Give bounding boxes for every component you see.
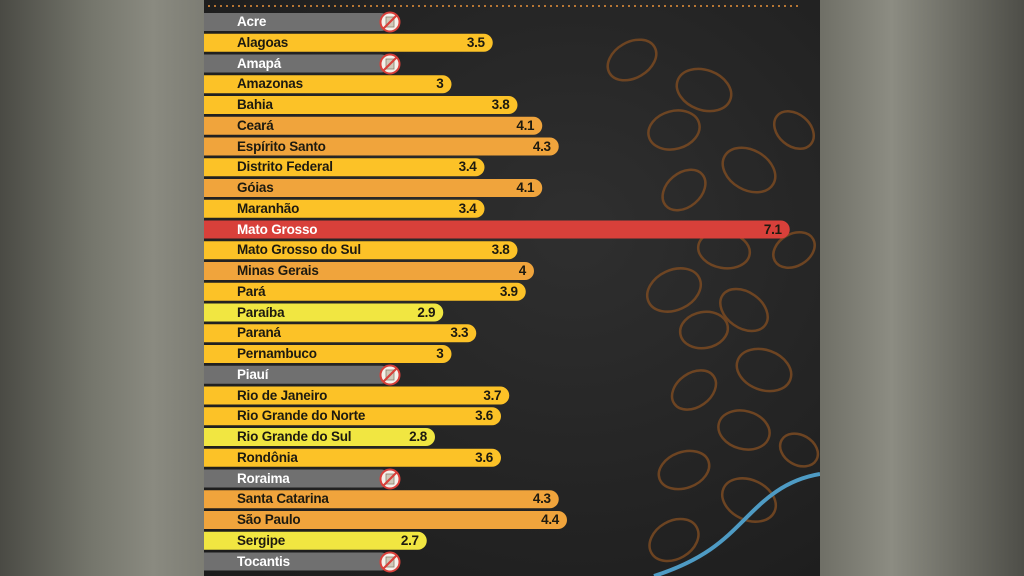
value-label-rondonia: 3.6 (475, 449, 493, 465)
bar-pernambuco (204, 345, 452, 363)
category-label-paraiba: Paraíba (237, 304, 285, 320)
bar-ceara (204, 116, 543, 135)
category-label-parana: Paraná (237, 325, 281, 341)
bar-rio-grande-do-norte (204, 407, 501, 426)
value-label-rio-grande-do-sul: 2.8 (409, 429, 427, 444)
category-label-minas-gerais: Minas Gerais (237, 263, 319, 278)
bar-mato-grosso-do-sul (204, 241, 518, 260)
category-label-amapa: Amapá (237, 55, 282, 71)
category-label-roraima: Roraima (237, 470, 290, 486)
category-label-rio-de-janeiro: Rio de Janeiro (237, 387, 328, 403)
category-label-mato-grosso-do-sul: Mato Grosso do Sul (237, 242, 361, 258)
bar-espirito-santo (204, 137, 559, 156)
bar-roraima (204, 469, 390, 488)
category-label-bahia: Bahia (237, 97, 273, 112)
no-data-icon (379, 551, 401, 572)
blue-curve-decoration (653, 472, 820, 576)
category-label-pernambuco: Pernambuco (237, 346, 317, 361)
no-data-icon (379, 53, 401, 74)
bar-distrito-federal (204, 158, 485, 177)
value-label-sao-paulo: 4.4 (541, 512, 559, 527)
category-label-tocantis: Tocantis (237, 553, 290, 569)
bar-sergipe (204, 531, 427, 550)
value-label-maranhao: 3.4 (458, 200, 477, 216)
bar-goias (204, 179, 543, 197)
value-label-distrito-federal: 3.4 (458, 159, 477, 175)
no-data-icon (379, 468, 401, 489)
category-label-amazonas: Amazonas (237, 76, 303, 92)
value-label-mato-grosso-do-sul: 3.8 (491, 242, 510, 258)
value-label-paraiba: 2.9 (417, 304, 436, 320)
value-label-rio-grande-do-norte: 3.6 (475, 408, 493, 424)
bar-amazonas (204, 75, 452, 94)
category-label-rio-grande-do-sul: Rio Grande do Sul (237, 429, 352, 444)
bar-piaui (204, 365, 390, 384)
chart-board: Acre Alagoas 3.5 Amapá Amazonas 3 Bahia 3.8 Cear… (204, 0, 820, 576)
no-data-icon (379, 11, 401, 33)
value-label-mato-grosso: 7.1 (763, 221, 782, 237)
category-label-rio-grande-do-norte: Rio Grande do Norte (237, 408, 366, 424)
bar-amapa (204, 54, 390, 73)
category-label-maranhao: Maranhão (237, 200, 300, 216)
bar-rio-grande-do-sul (204, 428, 435, 446)
right-blurred-background (820, 0, 1024, 576)
bar-santa-catarina (204, 490, 559, 509)
value-label-alagoas: 3.5 (466, 34, 485, 50)
bar-maranhao (204, 199, 485, 218)
bar-mato-grosso (204, 220, 790, 239)
category-label-para: Pará (237, 283, 266, 299)
category-label-sergipe: Sergipe (237, 532, 286, 548)
value-label-amazonas: 3 (436, 76, 444, 92)
bars-layer (204, 13, 790, 571)
bar-rio-de-janeiro (204, 386, 510, 405)
category-label-ceara: Ceará (237, 117, 274, 133)
bar-para (204, 282, 526, 301)
category-label-santa-catarina: Santa Catarina (237, 491, 329, 507)
value-label-pernambuco: 3 (436, 346, 444, 361)
category-label-distrito-federal: Distrito Federal (237, 159, 333, 175)
bar-sao-paulo (204, 511, 567, 529)
category-label-goias: Góias (237, 180, 274, 195)
bar-acre (204, 13, 390, 31)
bar-minas-gerais (204, 262, 534, 280)
value-label-bahia: 3.8 (491, 97, 510, 112)
value-label-sergipe: 2.7 (400, 532, 419, 548)
category-label-mato-grosso: Mato Grosso (237, 221, 318, 237)
bar-alagoas (204, 33, 493, 52)
bar-bahia (204, 96, 518, 114)
value-label-goias: 4.1 (516, 180, 535, 195)
category-label-espirito-santo: Espírito Santo (237, 138, 326, 154)
bar-tocantis (204, 552, 390, 571)
category-label-piaui: Piauí (237, 366, 269, 382)
category-label-acre: Acre (237, 14, 267, 29)
bar-rondonia (204, 448, 501, 467)
value-label-santa-catarina: 4.3 (532, 491, 551, 507)
category-label-rondonia: Rondônia (237, 449, 298, 465)
left-blurred-background (0, 0, 204, 576)
bar-parana (204, 324, 477, 343)
value-label-espirito-santo: 4.3 (532, 138, 551, 154)
bar-paraiba (204, 303, 444, 322)
value-label-parana: 3.3 (450, 325, 469, 341)
category-label-sao-paulo: São Paulo (237, 512, 301, 527)
no-data-icon (379, 364, 401, 386)
value-label-ceara: 4.1 (516, 117, 535, 133)
category-label-alagoas: Alagoas (237, 34, 289, 50)
value-label-minas-gerais: 4 (518, 263, 527, 278)
value-label-para: 3.9 (499, 283, 518, 299)
value-label-rio-de-janeiro: 3.7 (483, 387, 502, 403)
